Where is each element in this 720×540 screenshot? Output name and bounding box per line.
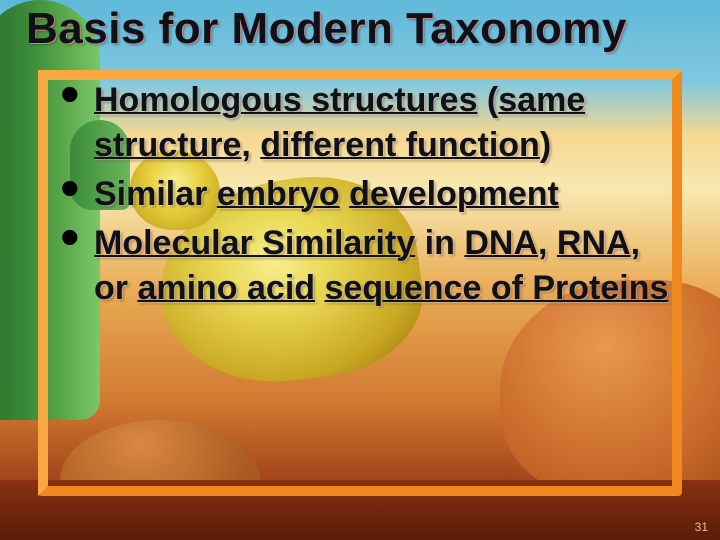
underlined-term: embryo (217, 175, 340, 213)
slide-title-text: Basis for Modern Taxonomy (26, 4, 627, 53)
underlined-term: different function (260, 126, 540, 164)
slide-body: •Homologous structures (same structure, … (60, 78, 680, 314)
text-run: Similar (94, 175, 217, 213)
page-number: 31 (695, 520, 708, 534)
text-run: ( (477, 81, 498, 119)
bullet-marker: • (60, 66, 80, 122)
slide: Basis for Modern Taxonomy •Homologous st… (0, 0, 720, 540)
underlined-term: amino acid (137, 269, 315, 307)
bullet-item: •Homologous structures (same structure, … (60, 78, 680, 168)
underlined-term: RNA (557, 224, 631, 262)
bullet-text: Molecular Similarity in DNA, RNA, or ami… (94, 224, 668, 307)
text-run (315, 269, 324, 307)
underlined-term: DNA (464, 224, 538, 262)
bullet-text: Homologous structures (same structure, d… (94, 81, 585, 164)
text-run: in (415, 224, 464, 262)
bullet-marker: • (60, 209, 80, 265)
text-run: , (241, 126, 260, 164)
underlined-term: Homologous structures (94, 81, 477, 119)
underlined-term: sequence of Proteins (325, 269, 669, 307)
bullet-item: •Similar embryo development (60, 172, 680, 217)
underlined-term: development (349, 175, 559, 213)
text-run: , (538, 224, 557, 262)
slide-title: Basis for Modern Taxonomy (26, 4, 700, 54)
bullet-text: Similar embryo development (94, 175, 559, 213)
underlined-term: Molecular Similarity (94, 224, 415, 262)
text-run (340, 175, 349, 213)
bullet-item: •Molecular Similarity in DNA, RNA, or am… (60, 221, 680, 311)
text-run: ) (540, 126, 551, 164)
